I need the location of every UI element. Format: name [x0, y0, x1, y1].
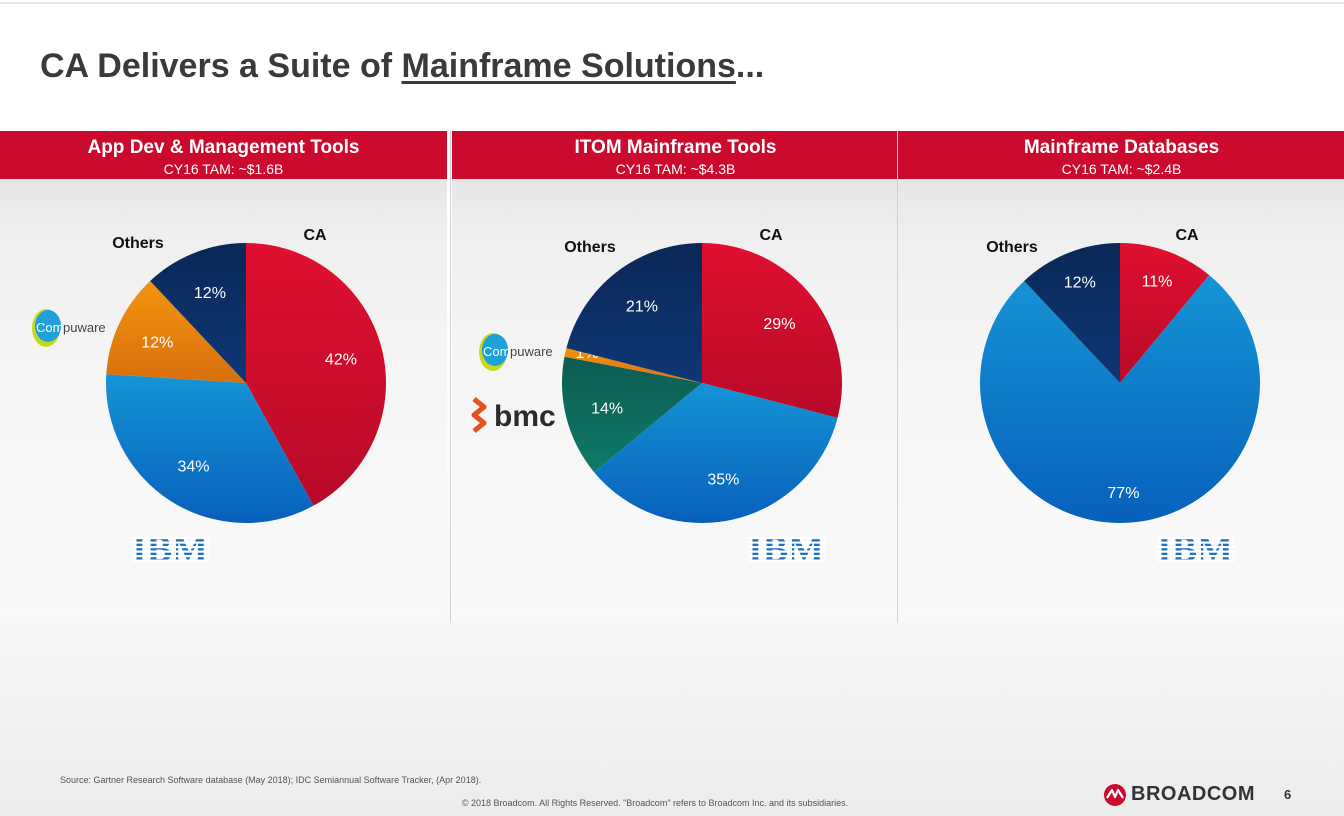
compuware-logo-mark: [482, 334, 508, 366]
slice-label-ibm: 34%: [177, 459, 209, 476]
broadcom-icon: [1104, 784, 1126, 806]
ibm-stripes: [132, 537, 210, 562]
ibm-logo: IBM: [1157, 529, 1235, 570]
page-number: 6: [1284, 787, 1292, 802]
compuware-logo-graphic: Com puware: [32, 309, 106, 347]
pie-slice-bmc: [562, 356, 702, 473]
panel-subtitle: CY16 TAM: ~$1.6B: [163, 161, 284, 177]
panel-divider: [897, 131, 898, 623]
ibm-stripes: [1157, 537, 1235, 562]
pie-slice-others: [150, 243, 246, 383]
ibm-logo: IBM: [748, 529, 826, 570]
compuware-logo-text: Com: [36, 320, 63, 335]
source-note: Source: Gartner Research Software databa…: [60, 775, 482, 785]
bmc-logo-graphic: bmc: [471, 397, 556, 433]
ibm-logo-text: IBM: [1157, 533, 1233, 565]
callout-ca: CA: [303, 227, 327, 244]
compuware-logo: Com puware: [26, 306, 116, 357]
pie-slice-compuware: [564, 348, 702, 383]
compuware-logo: Com puware: [473, 330, 563, 381]
callout-others: Others: [112, 235, 164, 252]
slice-label-others: 21%: [626, 299, 658, 316]
panel-divider: [450, 131, 451, 623]
compuware-logo-graphic: Com puware: [479, 333, 553, 371]
title-text: CA Delivers a Suite of: [40, 47, 402, 85]
pie-slice-compuware: [106, 280, 246, 383]
ibm-logo-text: IBM: [748, 533, 824, 565]
pie-slice-ibm: [106, 374, 314, 523]
title-underlined-text: Mainframe Solutions: [401, 47, 736, 85]
ibm-logo: IBM: [132, 529, 210, 570]
slice-label-bmc: 14%: [591, 400, 623, 417]
slice-label-ca: 42%: [325, 352, 357, 369]
compuware-logo-text: puware: [510, 344, 553, 359]
pie-slice-others: [1024, 243, 1120, 383]
slice-label-compuware: 12%: [141, 334, 173, 351]
callout-others: Others: [986, 239, 1038, 256]
callout-ca: CA: [1175, 227, 1199, 244]
panel-title: ITOM Mainframe Tools: [574, 137, 777, 158]
pie-slice-ca: [1120, 243, 1210, 383]
slice-label-ca: 29%: [763, 316, 795, 333]
panel-title: App Dev & Management Tools: [87, 137, 360, 158]
callout-others: Others: [564, 239, 616, 256]
bmc-logo-text: bmc: [494, 400, 556, 433]
ibm-logo-graphic: IBM: [1157, 529, 1235, 569]
slice-label-others: 12%: [194, 285, 226, 302]
pie-slice-ca: [702, 243, 842, 418]
panel-header: App Dev & Management Tools CY16 TAM: ~$1…: [0, 131, 447, 179]
compuware-logo-text: puware: [63, 320, 106, 335]
broadcom-wordmark: BROADCOM: [1131, 783, 1255, 805]
slice-label-ibm: 77%: [1107, 485, 1139, 502]
pie-chart-1: 42% 34% 12% 12% Others CA: [106, 227, 387, 523]
ibm-logo-graphic: IBM: [132, 529, 210, 569]
panel-subtitle: CY16 TAM: ~$4.3B: [615, 161, 736, 177]
panel-header: Mainframe Databases CY16 TAM: ~$2.4B: [898, 131, 1344, 179]
slide-title: CA Delivers a Suite of Mainframe Solutio…: [40, 47, 764, 86]
bmc-chevron-icon: [471, 397, 487, 433]
callout-ca: CA: [759, 227, 783, 244]
compuware-logo-text: Com: [483, 344, 510, 359]
copyright-note: © 2018 Broadcom. All Rights Reserved. "B…: [461, 798, 849, 808]
pie-slice-ibm: [979, 275, 1261, 523]
pie-slice-ca: [246, 243, 387, 506]
title-ellipsis: ...: [735, 47, 765, 85]
bmc-logo: bmc: [464, 395, 556, 440]
ibm-logo-graphic: IBM: [748, 529, 826, 569]
ibm-logo-text: IBM: [132, 533, 208, 565]
slice-label-ca: 11%: [1142, 273, 1173, 290]
compuware-logo-mark: [35, 310, 61, 342]
pie-slice-ibm: [594, 383, 838, 523]
panel-title: Mainframe Databases: [1023, 137, 1220, 158]
slice-label-ibm: 35%: [707, 472, 739, 489]
slice-label-others: 12%: [1064, 274, 1096, 291]
pie-chart-3: 11% 77% 12% Others CA: [979, 227, 1261, 523]
panel-subtitle: CY16 TAM: ~$2.4B: [1061, 161, 1182, 177]
pie-slice-others: [566, 243, 702, 383]
top-rule: [0, 2, 1344, 4]
panel-header: ITOM Mainframe Tools CY16 TAM: ~$4.3B: [452, 131, 899, 179]
ibm-stripes: [748, 537, 826, 562]
